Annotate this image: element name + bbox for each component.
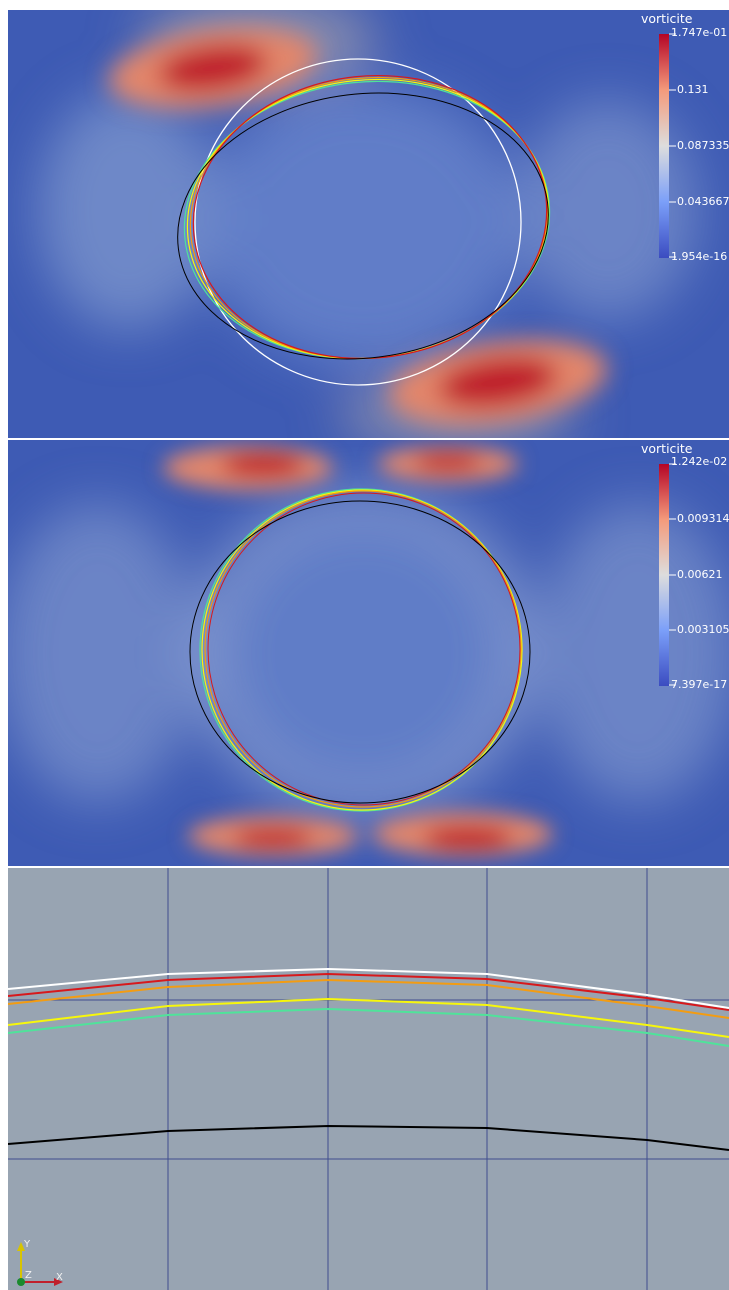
contour-red-mid bbox=[207, 492, 521, 806]
contour-yellow-zoom bbox=[8, 997, 729, 1038]
colorbar-tick1-middle: 0.0093149 bbox=[677, 512, 729, 525]
colorbar-tick2-top: 0.087335 bbox=[677, 139, 729, 152]
zoomed-contours bbox=[8, 868, 729, 1290]
orientation-axes bbox=[17, 1242, 63, 1286]
vorticity-field-middle bbox=[8, 440, 729, 866]
contour-red-zoom bbox=[8, 972, 729, 1011]
colorbar-tick2-middle: 0.00621 bbox=[677, 568, 723, 581]
contour-orange-zoom bbox=[8, 978, 729, 1019]
contour-black-mid bbox=[189, 500, 531, 804]
mesh-grid bbox=[8, 868, 729, 1290]
colorbar-ticks-top bbox=[669, 33, 676, 258]
colorbar-max-label-top: 1.747e-01 bbox=[671, 26, 728, 39]
contour-black-zoom bbox=[8, 1124, 729, 1151]
colorbar-title-middle: vorticite bbox=[641, 441, 693, 456]
axis-z-label: Z bbox=[25, 1270, 32, 1281]
vorticity-view-top[interactable]: vorticite 1.747e-01 0.131 0.087335 0.043… bbox=[8, 10, 729, 438]
contour-yellow-mid bbox=[201, 489, 523, 811]
colorbar-min-label-top: 1.954e-16 bbox=[671, 250, 728, 263]
colorbar-ticks-middle bbox=[669, 463, 676, 686]
colorbar-top bbox=[659, 34, 669, 258]
contour-black bbox=[177, 92, 549, 360]
zoomed-contour-view[interactable]: Y Z X bbox=[8, 868, 729, 1290]
colorbar-max-label-middle: 1.242e-02 bbox=[671, 455, 728, 468]
colorbar-tick3-middle: 0.003105 bbox=[677, 623, 729, 636]
colorbar-middle bbox=[659, 464, 669, 686]
initial-circle-contour bbox=[194, 58, 522, 386]
contour-orange-mid bbox=[204, 490, 522, 808]
colorbar-tick1-top: 0.131 bbox=[677, 83, 709, 96]
vorticity-view-middle[interactable]: vorticite 1.242e-02 0.0093149 0.00621 0.… bbox=[8, 440, 729, 866]
vorticity-field-top bbox=[8, 10, 729, 438]
colorbar-title-top: vorticite bbox=[641, 11, 693, 26]
initial-circle-zoom bbox=[8, 967, 729, 1009]
axis-y-label: Y bbox=[24, 1239, 31, 1250]
contour-red bbox=[192, 74, 548, 360]
colorbar-min-label-middle: 7.397e-17 bbox=[671, 678, 728, 691]
axis-x-label: X bbox=[56, 1272, 63, 1283]
colorbar-tick3-top: 0.043667 bbox=[677, 195, 729, 208]
contour-green-zoom bbox=[8, 1007, 729, 1047]
